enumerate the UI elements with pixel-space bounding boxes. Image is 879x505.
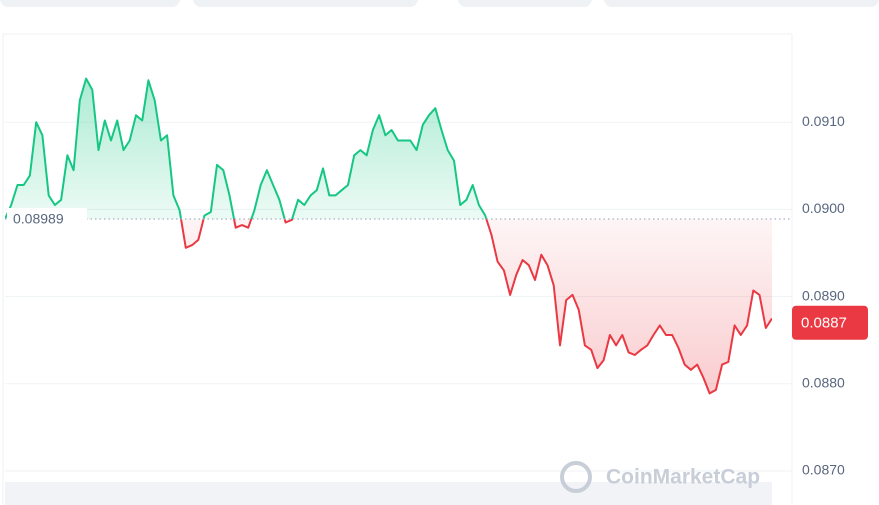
watermark: CoinMarketCap bbox=[606, 466, 760, 489]
area bbox=[5, 78, 772, 394]
watermark-logo bbox=[560, 461, 592, 493]
tab-button[interactable] bbox=[604, 0, 879, 7]
tab-button[interactable] bbox=[458, 0, 592, 7]
y-tick-label: 0.0890 bbox=[802, 287, 845, 303]
y-tick-label: 0.0910 bbox=[802, 113, 845, 129]
price-line bbox=[5, 77, 772, 395]
current-price-box bbox=[792, 305, 868, 340]
tab-button[interactable] bbox=[0, 0, 180, 7]
baseline-label: 0.08989 bbox=[13, 211, 64, 227]
baseline-label-bg bbox=[7, 207, 87, 230]
y-tick-label: 0.0870 bbox=[802, 462, 845, 478]
tab-button[interactable] bbox=[193, 0, 418, 7]
y-tick-label: 0.0880 bbox=[802, 374, 845, 390]
plot bbox=[5, 77, 772, 395]
current-price-label: 0.0887 bbox=[801, 315, 847, 332]
y-tick-label: 0.0900 bbox=[802, 200, 845, 216]
volume-strip bbox=[5, 482, 772, 505]
